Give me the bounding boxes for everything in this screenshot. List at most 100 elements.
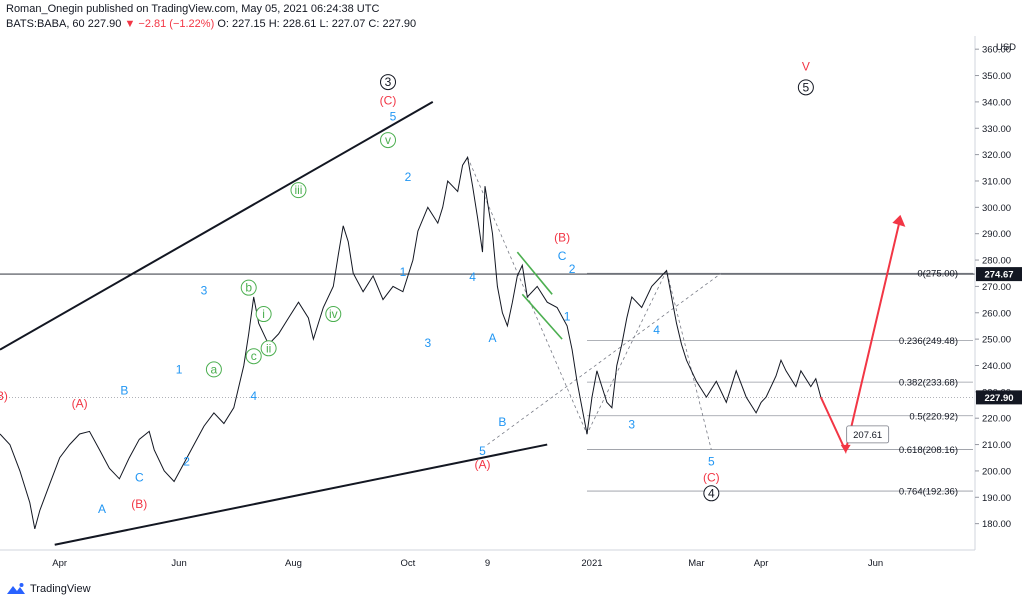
forecast-down-arrow-icon	[840, 444, 851, 453]
wave-label: a	[211, 362, 218, 376]
wave-label: 2	[183, 455, 190, 469]
wave-label: (C)	[380, 94, 397, 108]
x-tick-label: Aug	[285, 558, 302, 569]
price-flag	[976, 390, 1022, 405]
wave-label: (C)	[703, 470, 720, 484]
y-tick-label: 280.00	[982, 256, 1011, 267]
wave-label: 2	[405, 170, 412, 184]
y-tick-label: 210.00	[982, 440, 1011, 451]
wave-label-circle	[260, 340, 277, 357]
fib-retracement[interactable]: 0(275.00)0.236(249.48)0.382(233.68)0.5(2…	[586, 269, 973, 498]
y-tick-label: 330.00	[982, 124, 1011, 135]
brand-label: TradingView	[30, 583, 91, 595]
wave-label: C	[558, 249, 567, 263]
dashed-wave-path	[467, 157, 712, 450]
wave-label: 3)	[0, 389, 8, 403]
y-tick-label: 310.00	[982, 176, 1011, 187]
trendlines[interactable]	[0, 101, 975, 546]
time-axis[interactable]: Apr Jun Aug Oct 9 2021 Mar Apr Jun	[0, 549, 975, 569]
y-tick-label: 320.00	[982, 150, 1011, 161]
wave-label-circle	[245, 348, 262, 365]
price-line	[0, 155, 822, 530]
publisher-line: Roman_Onegin published on TradingView.co…	[6, 3, 380, 15]
wedge-lower-line	[521, 293, 563, 340]
wave-label: 4	[653, 323, 660, 337]
target-callout-label: 207.61	[853, 430, 882, 441]
wave-label-circle	[240, 279, 257, 296]
wave-label-circle	[380, 74, 397, 91]
price-axis[interactable]: USD 180.00190.00200.00210.00220.00230.00…	[974, 36, 1024, 550]
wave-label: A	[98, 502, 106, 516]
y-tick-label: 220.00	[982, 414, 1011, 425]
wave-label: 1	[400, 265, 407, 279]
y-tick-label: 250.00	[982, 335, 1011, 346]
x-tick-label: 2021	[581, 558, 602, 569]
wave-label: 4	[469, 270, 476, 284]
wave-label: (A)	[72, 397, 88, 411]
wave-label: 3	[628, 418, 635, 432]
wedge-upper-line	[516, 251, 553, 295]
symbol-label[interactable]: BATS:BABA, 60	[6, 18, 85, 30]
y-tick-label: 260.00	[982, 308, 1011, 319]
wave-label: 5	[390, 109, 397, 123]
y-tick-label: 270.00	[982, 282, 1011, 293]
currency-label: USD	[996, 42, 1016, 53]
price-flag-label: 274.67	[984, 270, 1013, 281]
y-tick-label: 200.00	[982, 466, 1011, 477]
wave-label-circle	[797, 79, 814, 96]
price-series	[0, 155, 822, 530]
open-value: O: 227.15	[217, 18, 266, 30]
fib-level-label: 0.764(192.36)	[899, 487, 958, 498]
wave-label: iv	[329, 307, 338, 321]
change-down-icon: ▼	[124, 18, 136, 30]
wave-labels: 3)(A)BC(B)A1234abiciiiiiivv5(C)32134AB5(…	[0, 59, 890, 516]
fib-level-label: 0.382(233.68)	[899, 378, 958, 389]
y-tick-label: 290.00	[982, 229, 1011, 240]
wave-label-circle	[205, 361, 222, 378]
tradingview-logo-icon	[7, 583, 25, 594]
trendline	[0, 101, 434, 351]
y-tick-label: 300.00	[982, 203, 1011, 214]
wave-label-circle	[325, 306, 342, 323]
dashed-fib-base	[487, 272, 722, 445]
wave-label-circle	[255, 306, 272, 323]
wave-label: 3	[385, 75, 392, 89]
wave-label: C	[135, 470, 144, 484]
wave-label: B	[120, 383, 128, 397]
wave-label: V	[802, 59, 810, 73]
target-callout	[846, 425, 890, 444]
wave-label-circle	[380, 132, 397, 149]
trendline	[54, 443, 548, 546]
x-tick-label: 9	[485, 558, 490, 569]
price-flag-label: 227.90	[984, 393, 1013, 404]
wave-label: B	[498, 415, 506, 429]
x-tick-label: Oct	[401, 558, 416, 569]
wave-label: v	[385, 133, 391, 147]
price-flag	[976, 267, 1022, 282]
wave-label: c	[251, 349, 257, 363]
ohlc-legend: BATS:BABA, 60 227.90 ▼ −2.81 (−1.22%) O:…	[6, 18, 416, 30]
footer: TradingView	[6, 582, 91, 596]
x-tick-label: Jun	[868, 558, 883, 569]
x-tick-label: Apr	[52, 558, 67, 569]
forecast-arrow-icon	[892, 214, 906, 227]
wave-label: 4	[708, 486, 715, 500]
wave-label: 5	[803, 80, 810, 94]
last-price: 227.90	[87, 18, 122, 30]
y-tick-label: 180.00	[982, 519, 1011, 530]
wave-label: A	[488, 331, 496, 345]
wave-label-circle	[290, 182, 307, 199]
y-tick-label: 190.00	[982, 493, 1011, 504]
price-change: −2.81 (−1.22%)	[138, 18, 215, 30]
wave-label: i	[262, 307, 265, 321]
x-tick-label: Jun	[171, 558, 186, 569]
wave-label: 4	[250, 389, 257, 403]
y-tick-label: 340.00	[982, 97, 1011, 108]
wave-label: b	[245, 281, 252, 295]
wave-label: (A)	[475, 457, 491, 471]
wave-label: 3	[424, 336, 431, 350]
wave-label: 1	[176, 362, 183, 376]
fib-level-label: 0.5(220.92)	[909, 411, 958, 422]
close-value: C: 227.90	[368, 18, 417, 30]
